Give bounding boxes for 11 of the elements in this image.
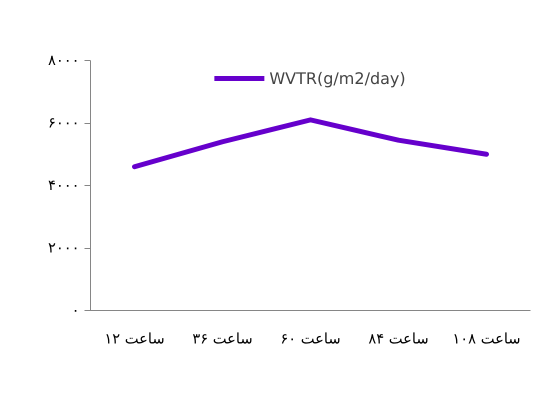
y-tick-label: ۴۰۰۰: [48, 177, 80, 194]
x-tick-label: ۱۰۸ ساعت: [452, 330, 521, 348]
legend-label: WVTR(g/m2/day): [269, 68, 406, 88]
x-tick-label: ۱۲ ساعت: [104, 330, 165, 348]
y-tick-label: ۰: [72, 302, 80, 319]
x-tick-label: ۳۶ ساعت: [192, 330, 253, 348]
x-tick-label: ۸۴ ساعت: [368, 330, 429, 348]
y-tick-label: ۲۰۰۰: [48, 240, 80, 256]
x-tick-label: ۶۰ ساعت: [280, 330, 341, 348]
y-tick-label: ۶۰۰۰: [48, 114, 80, 132]
y-tick-label: ۸۰۰۰: [48, 52, 80, 69]
